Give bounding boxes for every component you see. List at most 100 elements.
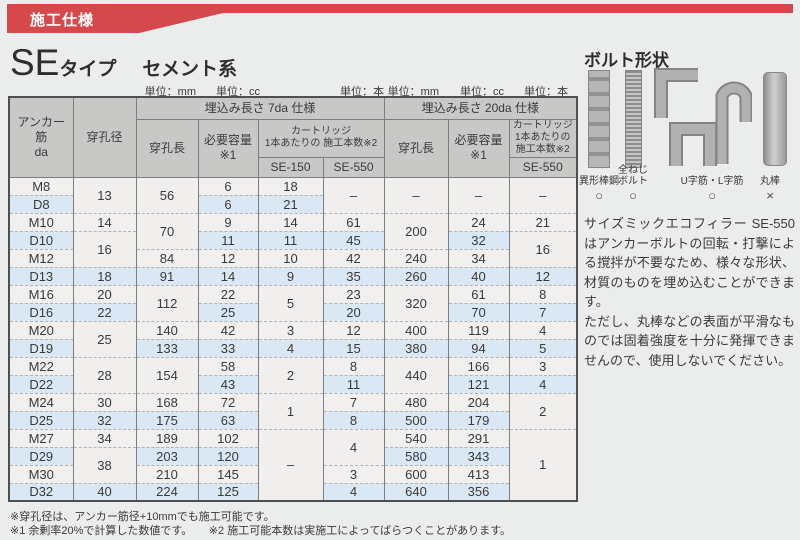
table-cell: M24 bbox=[8, 392, 73, 411]
table-cell: 18 bbox=[72, 266, 136, 285]
table-cell: 145 bbox=[197, 464, 258, 483]
table-row: D25 32 175 63 8 500 179 bbox=[8, 410, 577, 429]
table-cell: M8 bbox=[8, 176, 73, 195]
table-row: D29 38 203 120 580 343 bbox=[8, 446, 577, 483]
section-ribbon-label: 施工仕様 bbox=[30, 12, 95, 29]
table-row: M30 210 145 3 600 413 bbox=[8, 464, 577, 483]
table-row: D16 22 25 20 70 7 bbox=[8, 302, 578, 321]
table-cell: 440 bbox=[383, 356, 449, 393]
table-cell: 2 bbox=[508, 392, 578, 429]
table-cell: 112 bbox=[135, 284, 198, 321]
table-cell: 7 bbox=[322, 392, 385, 411]
table-cell: M12 bbox=[8, 248, 73, 267]
table-cell: 380 bbox=[383, 338, 449, 357]
table-cell: 7 bbox=[508, 302, 578, 321]
table-cell: 63 bbox=[197, 410, 258, 429]
header-hole-diameter: 穿孔径 bbox=[72, 96, 136, 178]
table-cell: D29 bbox=[8, 446, 73, 465]
table-cell: 600 bbox=[383, 464, 449, 483]
table-cell: 102 bbox=[197, 428, 258, 447]
table-cell: M22 bbox=[8, 356, 73, 375]
table-cell: 4 bbox=[322, 428, 385, 465]
table-cell: D22 bbox=[8, 374, 73, 393]
table-cell: 38 bbox=[72, 446, 136, 483]
table-cell: – bbox=[508, 176, 578, 213]
spec-table: アンカー筋 da 穿孔径 埋込み長さ 7da 仕様 埋込み長さ 20da 仕様 … bbox=[8, 96, 579, 502]
table-cell: 179 bbox=[447, 410, 510, 429]
table-cell: 25 bbox=[197, 302, 258, 321]
table-row: D8 6 21 bbox=[8, 194, 577, 213]
unit-label-cc-left: 単位：cc bbox=[216, 86, 260, 98]
bolt-label-u-l-rebar: U字筋・L字筋 bbox=[680, 176, 744, 187]
table-cell: 6 bbox=[197, 176, 258, 195]
header-capacity-20da: 必要容量※1 bbox=[447, 118, 510, 178]
table-cell: 540 bbox=[383, 428, 449, 447]
table-cell: 9 bbox=[197, 212, 258, 231]
table-cell: D8 bbox=[8, 194, 73, 213]
table-cell: 28 bbox=[72, 356, 136, 393]
table-cell: 91 bbox=[135, 266, 198, 285]
table-cell: 8 bbox=[508, 284, 578, 303]
unit-label-hon-right: 単位：本 bbox=[524, 86, 568, 98]
suitability-mark-u-l-rebar: ○ bbox=[708, 188, 716, 203]
table-cell: M27 bbox=[8, 428, 73, 447]
table-cell: 203 bbox=[135, 446, 198, 465]
table-cell: 3 bbox=[322, 464, 385, 483]
table-cell: D13 bbox=[8, 266, 73, 285]
table-cell: 121 bbox=[447, 374, 510, 393]
suitability-mark-round-bar: × bbox=[766, 188, 774, 203]
table-cell: 12 bbox=[322, 320, 385, 339]
table-cell: 22 bbox=[72, 302, 136, 321]
page-title: SE タイプ セメント系 bbox=[10, 42, 237, 84]
table-cell: 5 bbox=[508, 338, 578, 357]
table-cell: 21 bbox=[508, 212, 578, 231]
table-cell: 45 bbox=[322, 230, 385, 249]
table-cell: D25 bbox=[8, 410, 73, 429]
threaded-bolt-icon bbox=[625, 70, 642, 168]
header-capacity-7da: 必要容量※1 bbox=[197, 118, 258, 178]
table-row: M24 30 168 72 1 7 480 204 2 bbox=[8, 392, 578, 429]
table-cell: 24 bbox=[447, 212, 510, 231]
table-cell: 3 bbox=[257, 320, 323, 339]
footnote-2: ※1 余剰率20%で計算した数値です。 ※2 施工可能本数は実施工によってばらつ… bbox=[10, 525, 511, 537]
bolt-label-deformed-rebar: 異形棒鋼 bbox=[579, 176, 619, 187]
table-cell: 166 bbox=[447, 356, 510, 375]
table-cell: 40 bbox=[72, 482, 136, 501]
table-row: D32 40 224 125 4 640 356 bbox=[8, 482, 577, 501]
table-cell: 40 bbox=[447, 266, 510, 285]
spec-table-body: M8 13 56 6 18– – – – D8 6 21 M10 14 70 9 14 61 200 24 21 D10… bbox=[8, 176, 578, 501]
table-cell: – bbox=[447, 176, 510, 213]
table-cell: 8 bbox=[322, 410, 385, 429]
table-row: M8 13 56 6 18– – – – bbox=[8, 176, 578, 213]
table-cell: 413 bbox=[447, 464, 510, 483]
deformed-rebar-icon bbox=[588, 70, 610, 168]
table-cell: 61 bbox=[447, 284, 510, 303]
table-cell: 1 bbox=[257, 392, 323, 429]
table-cell: 400 bbox=[383, 320, 449, 339]
table-row: D13 18 91 14 9 35 260 40 12 bbox=[8, 266, 578, 285]
table-cell: 240 bbox=[383, 248, 449, 267]
table-row: D22 43 11 121 4 bbox=[8, 374, 578, 393]
table-cell: 640 bbox=[383, 482, 449, 501]
table-cell: M10 bbox=[8, 212, 73, 231]
table-cell: 32 bbox=[447, 230, 510, 249]
table-cell: 120 bbox=[197, 446, 258, 465]
table-cell: 119 bbox=[447, 320, 510, 339]
table-cell: 8 bbox=[322, 356, 385, 375]
footnotes: ※穿孔径は、アンカー筋径+10mmでも施工可能です。 ※1 余剰率20%で計算し… bbox=[10, 510, 511, 538]
table-cell: 58 bbox=[197, 356, 258, 375]
table-cell: 35 bbox=[322, 266, 385, 285]
table-cell: M20 bbox=[8, 320, 73, 339]
table-cell: 3 bbox=[508, 356, 578, 375]
table-row: D10 16 11 11 45 32 16 bbox=[8, 230, 578, 267]
header-se150: SE-150 bbox=[257, 156, 323, 178]
table-cell: 14 bbox=[197, 266, 258, 285]
table-cell: 320 bbox=[383, 284, 449, 321]
table-cell: 25 bbox=[72, 320, 136, 357]
table-cell: 15 bbox=[322, 338, 385, 357]
table-cell: 356 bbox=[447, 482, 510, 501]
table-cell: 133 bbox=[135, 338, 198, 357]
title-se: SE bbox=[10, 42, 60, 83]
table-cell: 168 bbox=[135, 392, 198, 411]
table-cell: 61 bbox=[322, 212, 385, 231]
